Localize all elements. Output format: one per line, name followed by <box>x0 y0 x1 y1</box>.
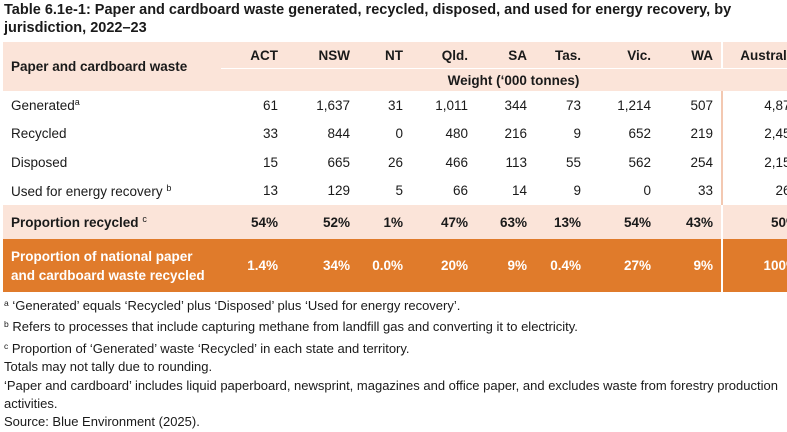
cell: 9 <box>573 183 581 199</box>
cell: 1,011 <box>435 97 468 113</box>
cell: 13% <box>535 205 589 239</box>
cell: 254 <box>690 154 713 170</box>
table-row: Disposed 15 665 26 466 113 55 562 254 2,… <box>3 148 787 177</box>
footnote: b Refers to processes that include captu… <box>4 319 578 335</box>
cell: 50% <box>721 205 787 239</box>
header-row: Paper and cardboard waste ACT NSW NT Qld… <box>3 42 787 91</box>
cell: 47% <box>411 205 476 239</box>
cell: 14 <box>511 183 527 199</box>
cell: 31 <box>387 97 403 113</box>
row-label: Generateda <box>11 97 80 114</box>
units-row: Weight (‘000 tonnes) <box>3 68 787 91</box>
cell: 43% <box>659 205 722 239</box>
cell: 63% <box>476 205 535 239</box>
cell: 0 <box>643 183 651 199</box>
cell: 268 <box>721 176 787 205</box>
cell: 844 <box>327 126 350 142</box>
col-header: NSW <box>286 42 358 69</box>
units-label: Weight (‘000 tonnes) <box>221 68 787 91</box>
cell: 54% <box>589 205 659 239</box>
source-note: Source: Blue Environment (2025). <box>4 414 200 430</box>
cell: 33 <box>697 183 713 199</box>
col-header: ACT <box>221 42 286 69</box>
cell: 20% <box>411 239 476 292</box>
cell: 100% <box>721 239 787 292</box>
cell: 480 <box>445 126 468 142</box>
table-row: Used for energy recovery b 13 129 5 66 1… <box>3 176 787 205</box>
cell: 665 <box>327 154 350 170</box>
cell: 216 <box>504 126 527 142</box>
cell: 466 <box>445 154 468 170</box>
cell: 113 <box>505 154 527 170</box>
table-row: Recycled 33 844 0 480 216 9 652 219 2,45… <box>3 119 787 148</box>
col-header: Vic. <box>589 42 659 69</box>
cell: 5 <box>395 183 403 199</box>
cell: 15 <box>262 154 278 170</box>
col-header: NT <box>358 42 411 69</box>
cell: 0.4% <box>535 239 589 292</box>
cell: 1.4% <box>221 239 286 292</box>
proportion-national-row: Proportion of national paper and cardboa… <box>3 239 787 292</box>
cell: 1% <box>358 205 411 239</box>
table-row: Generateda 61 1,637 31 1,011 344 73 1,21… <box>3 91 787 120</box>
cell: 33 <box>262 126 278 142</box>
cell: 652 <box>628 126 651 142</box>
row-label: Recycled <box>11 126 67 142</box>
col-header: Tas. <box>535 42 589 69</box>
col-header: SA <box>476 42 535 69</box>
cell: 1,637 <box>316 97 350 113</box>
cell: 0 <box>395 126 403 142</box>
cell: 27% <box>589 239 659 292</box>
footnote: a ‘Generated’ equals ‘Recycled’ plus ‘Di… <box>4 298 461 313</box>
cell: 129 <box>327 183 350 199</box>
cell: 66 <box>452 183 468 199</box>
cell: 2,156 <box>721 148 787 177</box>
row-label: Proportion recycled c <box>3 205 221 239</box>
cell: 13 <box>262 183 278 199</box>
row-label: Used for energy recovery b <box>11 182 172 199</box>
cell: 9% <box>476 239 535 292</box>
cell: 9% <box>659 239 722 292</box>
table-title: Table 6.1e-1: Paper and cardboard waste … <box>4 2 732 36</box>
row-label: Disposed <box>11 154 68 170</box>
cell: 61 <box>262 97 278 113</box>
cell: 219 <box>690 126 713 142</box>
footnotes: a ‘Generated’ equals ‘Recycled’ plus ‘Di… <box>4 294 784 432</box>
cell: 344 <box>504 97 527 113</box>
cell: 1,214 <box>617 97 651 113</box>
cell: 2,453 <box>721 119 787 148</box>
cell: 26 <box>387 154 403 170</box>
col-header: WA <box>659 42 722 69</box>
cell: 54% <box>221 205 286 239</box>
proportion-recycled-row: Proportion recycled c 54% 52% 1% 47% 63%… <box>3 205 787 239</box>
cell: 55 <box>565 154 581 170</box>
col-header: Australia <box>721 42 787 69</box>
row-label: Proportion of national paper and cardboa… <box>3 239 221 292</box>
cell: 9 <box>573 126 581 142</box>
waste-table: Paper and cardboard waste ACT NSW NT Qld… <box>3 42 787 292</box>
footnote: ‘Paper and cardboard’ includes liquid pa… <box>4 377 778 412</box>
cell: 73 <box>565 97 581 113</box>
cell: 507 <box>690 97 713 113</box>
cell: 4,878 <box>721 91 787 120</box>
cell: 562 <box>628 154 651 170</box>
footnote: c Proportion of ‘Generated’ waste ‘Recyc… <box>4 340 410 356</box>
cell: 0.0% <box>358 239 411 292</box>
row-label-header: Paper and cardboard waste <box>3 42 221 91</box>
col-header: Qld. <box>411 42 476 69</box>
cell: 34% <box>286 239 358 292</box>
cell: 52% <box>286 205 358 239</box>
footnote: Totals may not tally due to rounding. <box>4 359 213 375</box>
